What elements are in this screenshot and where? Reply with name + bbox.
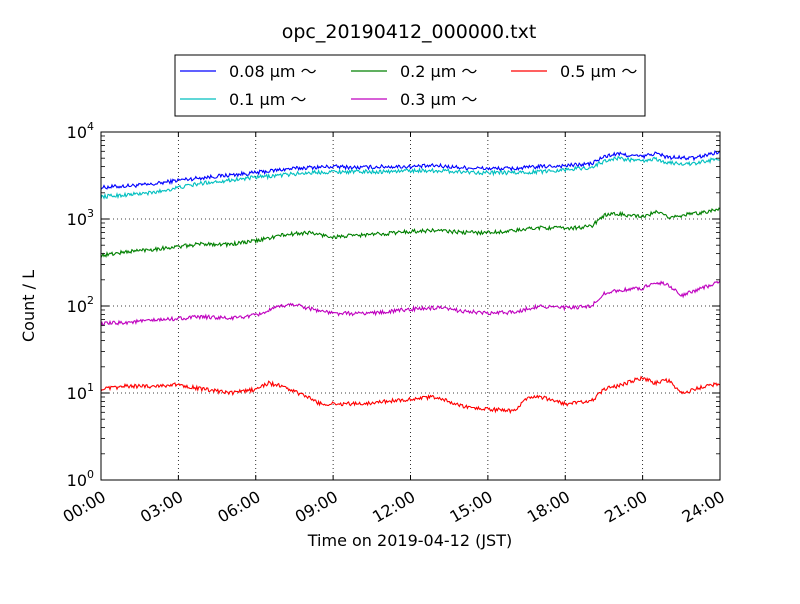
x-tick-label: 18:00 [524, 487, 573, 527]
series-line-0-5 [100, 375, 721, 415]
x-tick-labels: 00:00 03:00 06:00 09:00 12:00 15:00 18:00 21:00… [60, 487, 728, 527]
y-tick-base: 10 [67, 123, 87, 142]
series-line-0-1 [100, 155, 721, 200]
legend-label: 0.1 μm ～ [229, 90, 306, 109]
y-tick-base: 10 [67, 384, 87, 403]
y-tick-exponent: 0 [87, 468, 94, 481]
y-tick-base: 10 [67, 471, 87, 490]
x-tick-label: 24:00 [679, 487, 728, 527]
x-tick-label: 09:00 [292, 487, 341, 527]
y-tick-label: 102 [67, 294, 94, 316]
legend-label: 0.08 μm ～ [229, 62, 317, 81]
x-tick-label: 00:00 [60, 487, 109, 527]
series-layer [100, 150, 721, 415]
chart-title: opc_20190412_000000.txt [282, 21, 537, 43]
y-tick-label: 104 [67, 120, 94, 142]
ticks [100, 131, 721, 481]
y-tick-exponent: 3 [87, 207, 94, 220]
plot-area [101, 132, 720, 480]
y-tick-label: 101 [67, 381, 94, 403]
legend-label: 0.3 μm ～ [400, 90, 477, 109]
legend: 0.08 μm ～ 0.1 μm ～ 0.2 μm ～ 0.3 μm ～ 0.5 μm … [174, 54, 646, 117]
y-tick-label: 103 [67, 207, 94, 229]
x-axis-label: Time on 2019-04-12 (JST) [307, 531, 512, 550]
legend-label: 0.2 μm ～ [400, 62, 477, 81]
x-tick-label: 15:00 [446, 487, 495, 527]
y-tick-label: 100 [67, 468, 94, 490]
legend-frame [174, 54, 646, 117]
series-line-0-08 [100, 150, 721, 190]
y-axis-label: Count / L [19, 270, 38, 342]
x-tick-label: 03:00 [137, 487, 186, 527]
y-tick-base: 10 [67, 210, 87, 229]
x-tick-label: 21:00 [601, 487, 650, 527]
legend-label: 0.5 μm ～ [560, 62, 637, 81]
x-tick-label: 12:00 [369, 487, 418, 527]
x-tick-label: 06:00 [214, 487, 263, 527]
y-tick-exponent: 1 [87, 381, 94, 394]
series-line-0-2 [100, 207, 721, 258]
y-tick-exponent: 4 [87, 120, 94, 133]
y-tick-base: 10 [67, 297, 87, 316]
series-line-0-3 [100, 280, 721, 327]
y-tick-exponent: 2 [87, 294, 94, 307]
